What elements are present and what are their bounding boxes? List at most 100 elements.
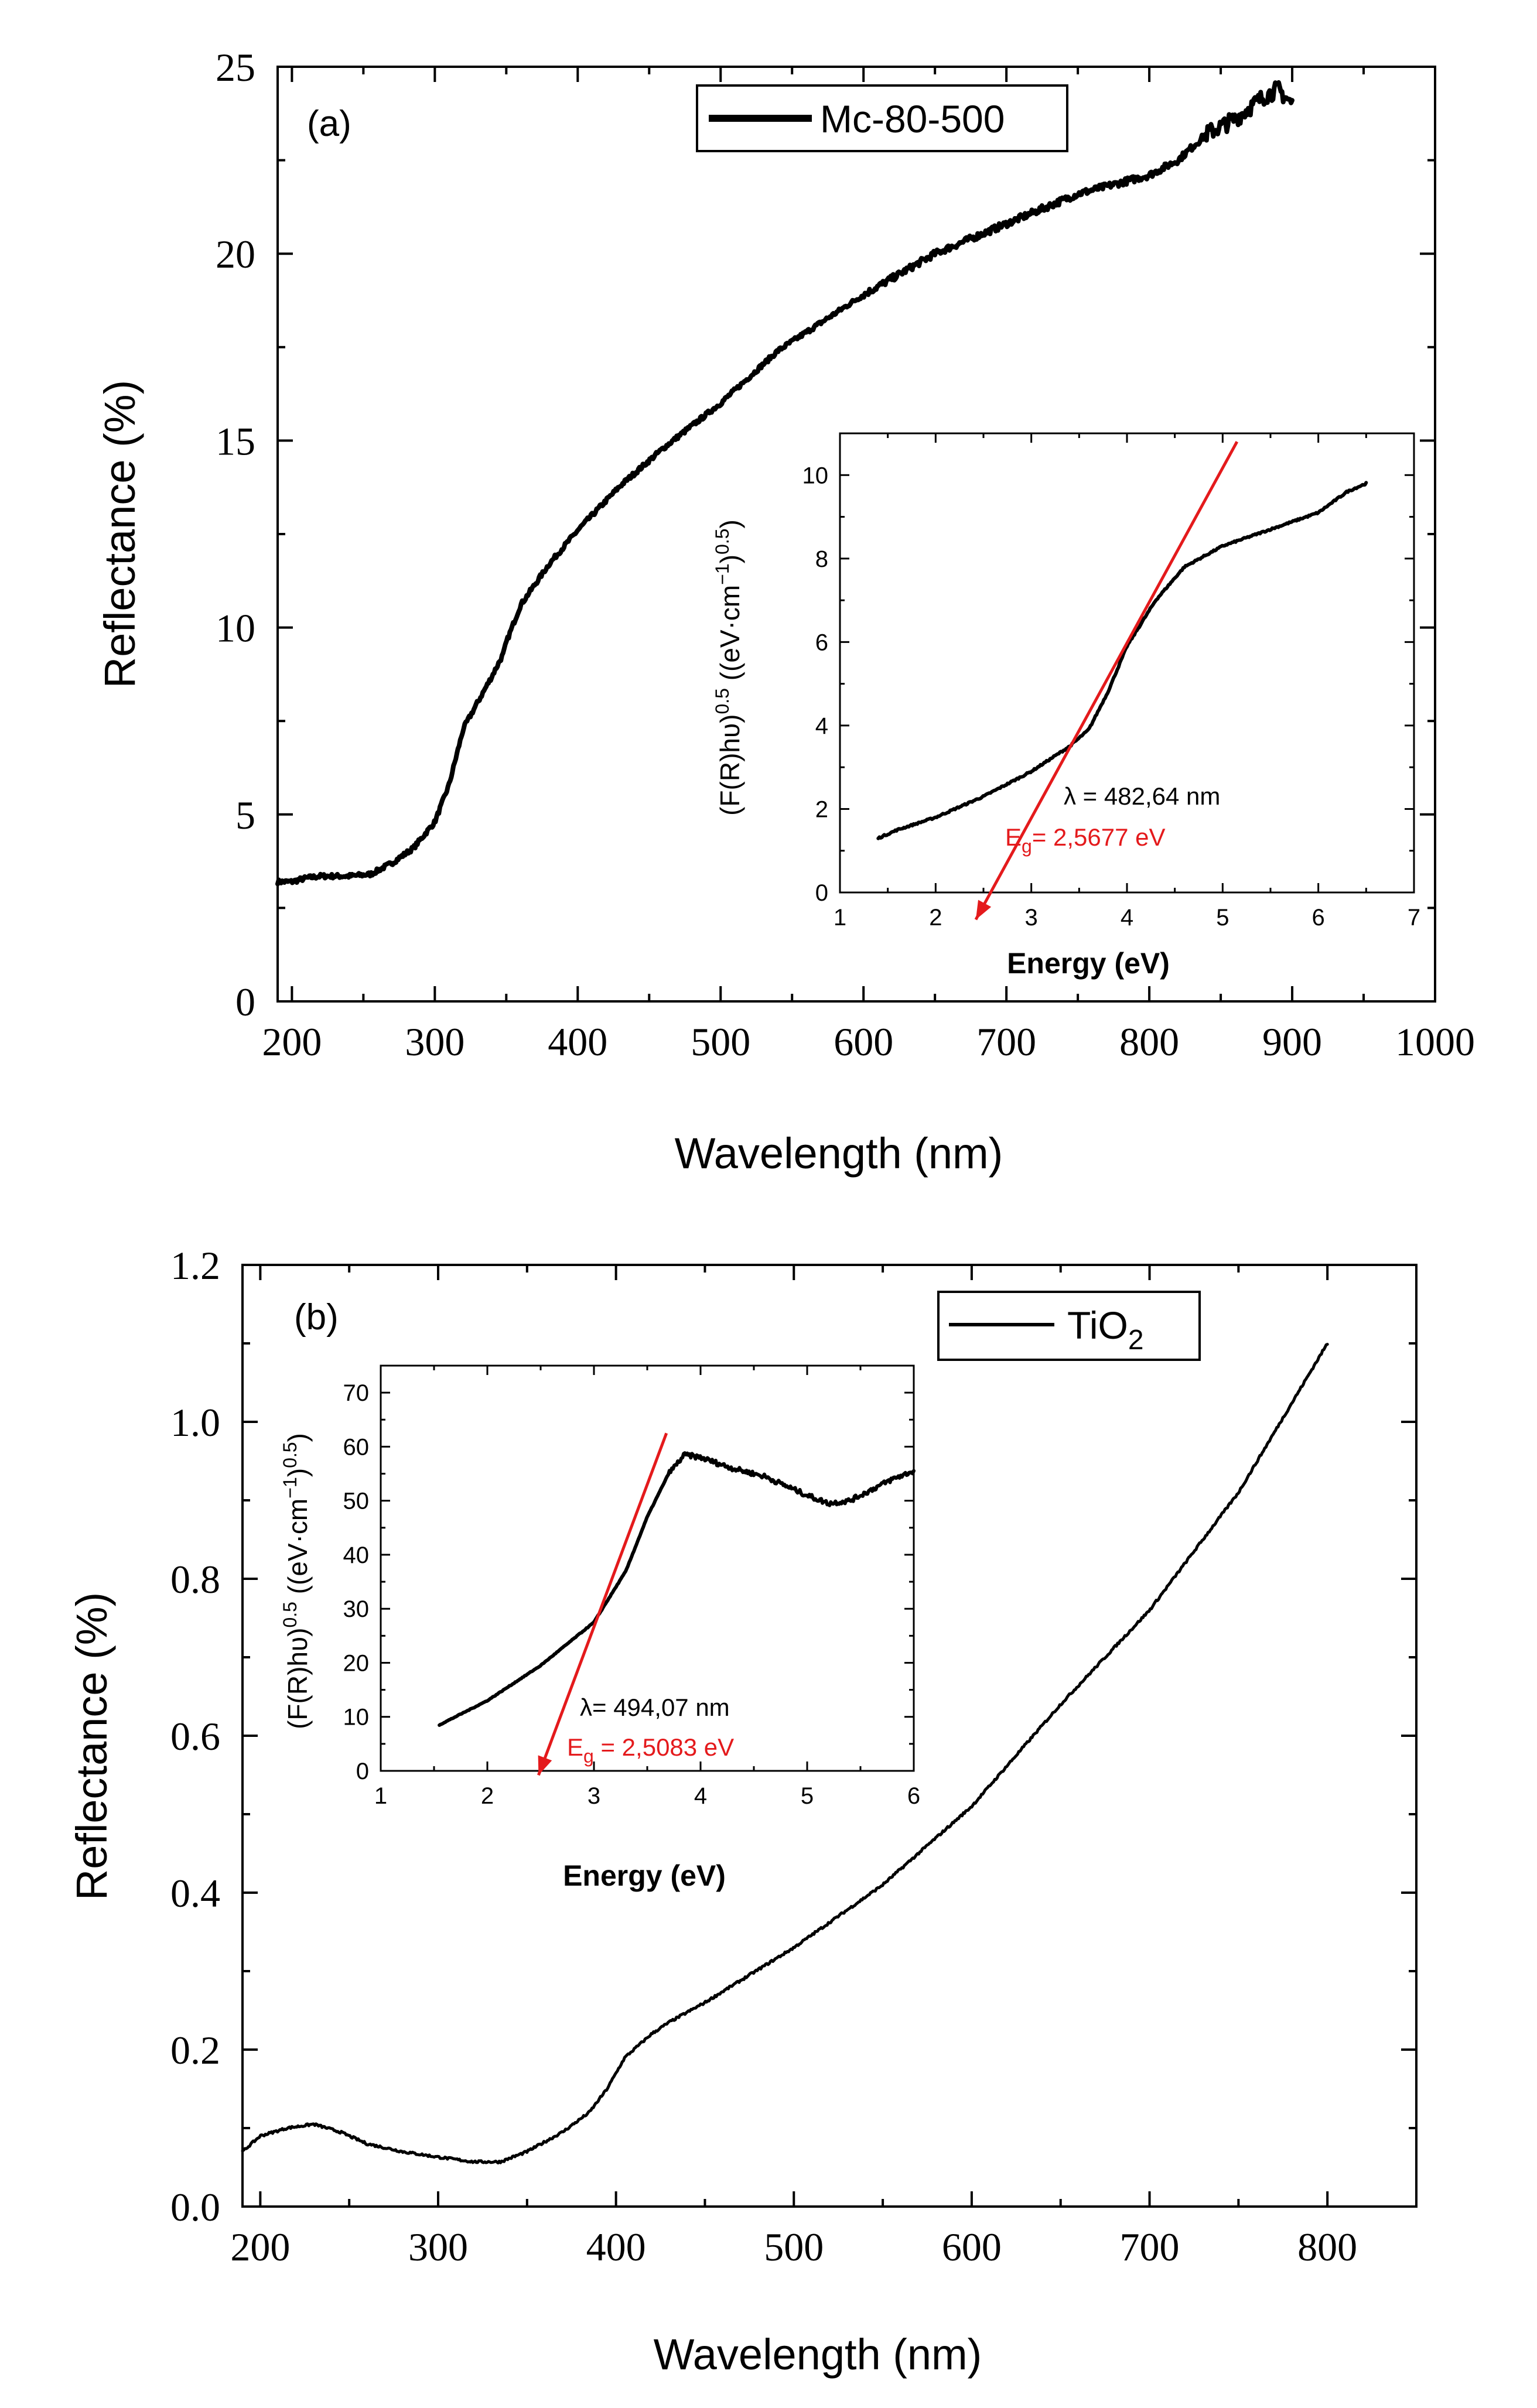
panel-b-y-tick-label: 1.2 [170,1243,220,1288]
panel-b-inset-wavelength-annotation: λ= 494,07 nm [580,1694,730,1721]
panel-a-inset-fit-line [974,441,1239,921]
panel-b-y-tick-label: 0.6 [170,1714,220,1759]
panel-a-x-axis-label: Wavelength (nm) [675,1129,1003,1178]
panel-b-label: (b) [294,1297,339,1338]
panel-a-inset-x-tick-label: 2 [929,905,942,931]
panel-a-inset-y-tick-label: 6 [815,630,828,655]
panel-a-y-axis-label: Reflectance (%) [95,380,144,688]
panel-a-inset-x-tick-label: 5 [1216,905,1229,931]
panel-a-label: (a) [307,104,351,144]
panel-b-inset-y-tick-label: 40 [343,1542,370,1568]
panel-a-inset-y-axis-label: (F(R)hυ)0.5 ((eV·cm−1)0.5) [712,519,745,816]
inset-ylabel-mid: ((eV·cm [282,1499,313,1602]
panel-a-x-tick-label: 200 [262,1020,322,1064]
inset-ylabel-exp: 0.5 [712,688,733,714]
bandgap-value: = 2,5677 eV [1032,823,1166,851]
panel-a-inset-y-tick-label: 0 [815,880,828,906]
panel-b-inset-x-tick-label: 2 [481,1783,494,1809]
bandgap-symbol: E [567,1733,583,1761]
panel-a-y-tick-label: 15 [216,419,255,463]
panel-a-inset-y-tick-label: 2 [815,796,828,822]
panel-b-inset-x-tick-label: 4 [694,1783,707,1809]
inset-ylabel-exp: −1 [712,563,733,584]
inset-ylabel-main: (F(R)hυ) [715,714,745,816]
panel-b-axes-frame [241,1264,1418,2208]
panel-b-x-tick-label: 800 [1297,2225,1357,2269]
panel-b-inset-y-tick-label: 50 [343,1489,370,1514]
panel-b-inset-x-axis-label: Energy (eV) [563,1859,726,1892]
panel-a-inset-x-tick-label: 3 [1025,905,1038,931]
panel-a-inset-x-tick-label: 6 [1312,905,1325,931]
panel-b-inset-arrowhead [538,1755,552,1776]
inset-ylabel-exp: 0.5 [279,1442,300,1468]
panel-b-x-tick-label: 300 [408,2225,468,2269]
panel-b-legend-label: TiO2 [1067,1304,1144,1356]
panel-a-x-tick-label: 700 [976,1020,1036,1064]
panel-b-inset-y-axis-label: (F(R)hυ)0.5 ((eV·cm−1)0.5) [279,1433,313,1729]
panel-a-y-tick-label: 0 [235,980,255,1024]
panel-a-y-tick-label: 20 [216,232,255,276]
panel-b-inset-x-tick-label: 1 [374,1783,387,1809]
panel-b-inset-y-tick-label: 10 [343,1705,370,1730]
panel-a-inset-x-axis-label: Energy (eV) [1007,947,1170,980]
panel-a-x-tick-label: 600 [834,1020,893,1064]
panel-b-inset-y-tick-label: 70 [343,1380,370,1406]
panel-b-y-tick-label: 1.0 [170,1400,220,1445]
panel-a-x-tick-label: 800 [1119,1020,1179,1064]
panel-a-inset-y-tick-label: 8 [815,546,828,572]
panel-b-x-tick-label: 700 [1120,2225,1180,2269]
panel-a-y-tick-label: 25 [216,45,255,90]
panel-a-x-tick-label: 1000 [1395,1020,1475,1064]
panel-b-y-axis-label: Reflectance (%) [67,1592,116,1900]
legend-formula: TiO [1067,1304,1128,1347]
panel-a-inset-bandgap-annotation: Eg= 2,5677 eV [1005,823,1166,857]
inset-ylabel-exp: 0.5 [279,1602,300,1627]
bandgap-value: = 2,5083 eV [594,1733,734,1761]
panel-b-inset-fit-line [537,1432,668,1776]
panel-b-series-line [241,1343,1329,2165]
panel-a-x-tick-label: 400 [548,1020,607,1064]
inset-ylabel-close: ) [715,519,745,528]
panel-b-inset-bandgap-annotation: Eg = 2,5083 eV [567,1733,734,1767]
inset-ylabel-paren: ) [282,1468,313,1477]
panel-a-y-tick-label: 5 [235,793,255,837]
panel-a-inset-arrowhead [975,899,992,920]
panel-a-x-tick-label: 900 [1262,1020,1322,1064]
panel-b-y-tick-label: 0.4 [170,1871,220,1916]
panel-a-inset-curve [876,481,1368,840]
panel-b-x-axis-label: Wavelength (nm) [654,2330,982,2379]
panel-b-x-tick-label: 600 [942,2225,1002,2269]
inset-ylabel-exp: 0.5 [712,528,733,554]
panel-a-x-tick-label: 300 [405,1020,464,1064]
panel-b-y-tick-label: 0.2 [170,2028,220,2072]
inset-ylabel-paren: ) [715,555,745,563]
inset-ylabel-main: (F(R)hυ) [282,1628,313,1729]
panel-b-y-tick-label: 0.8 [170,1557,220,1602]
panel-b-inset-y-tick-label: 20 [343,1650,370,1676]
panel-b-inset-curve [438,1451,916,1727]
panel-a-inset-x-tick-label: 7 [1408,905,1420,931]
inset-ylabel-mid: ((eV·cm [715,585,745,688]
panel-b-inset-x-tick-label: 5 [801,1783,814,1809]
panel-b-inset-x-tick-label: 6 [907,1783,920,1809]
panel-a-inset-wavelength-annotation: λ = 482,64 nm [1064,782,1220,810]
panel-b-x-tick-label: 400 [586,2225,646,2269]
panel-b-y-tick-label: 0.0 [170,2185,220,2229]
panel-a-inset-y-tick-label: 10 [802,463,829,488]
panel-a-inset-x-tick-label: 4 [1121,905,1133,931]
inset-ylabel-exp: −1 [279,1477,300,1498]
panel-a-series-line [275,80,1295,887]
bandgap-subscript: g [583,1746,594,1767]
panel-a-y-tick-label: 10 [216,606,255,651]
panel-a-x-tick-label: 500 [691,1020,750,1064]
panel-a-inset-y-tick-label: 4 [815,713,828,739]
panel-b-inset-y-tick-label: 60 [343,1434,370,1460]
bandgap-symbol: E [1005,823,1022,851]
inset-ylabel-close: ) [282,1433,313,1442]
panel-a-legend-label: Mc-80-500 [820,97,1005,141]
bandgap-subscript: g [1022,836,1032,857]
panel-b-inset-y-tick-label: 30 [343,1596,370,1622]
panel-b-x-tick-label: 200 [230,2225,290,2269]
panel-a-inset-x-tick-label: 1 [834,905,846,931]
